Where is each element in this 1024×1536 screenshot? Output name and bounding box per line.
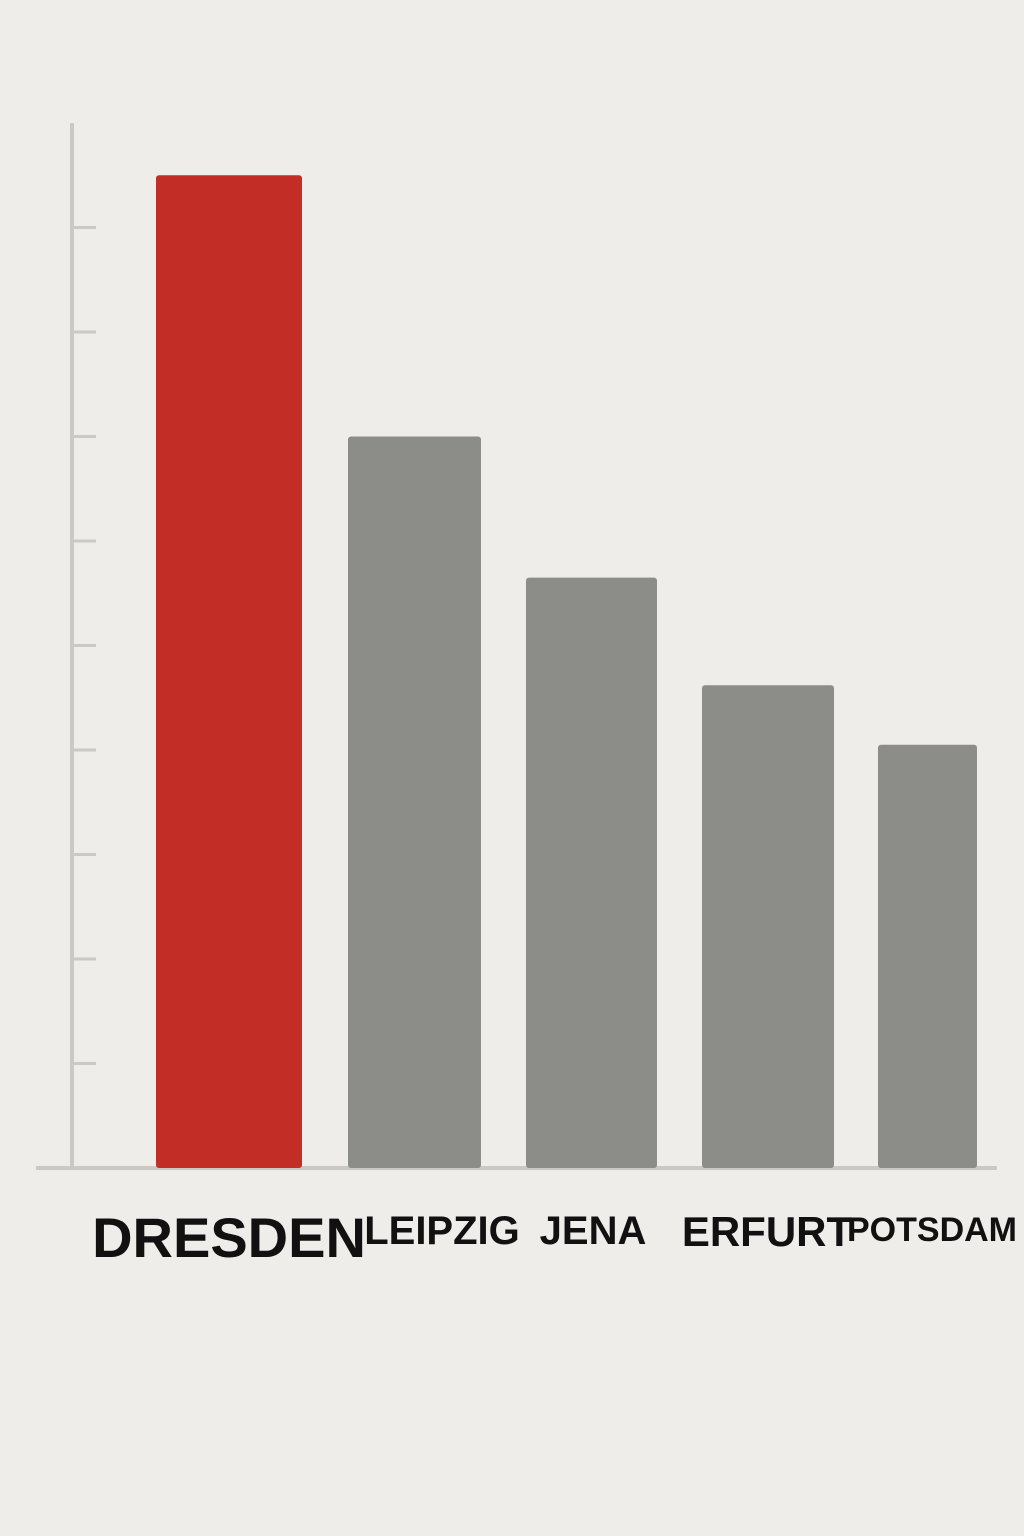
category-label-dresden: DRESDEN — [92, 1206, 366, 1269]
category-label-potsdam: POTSDAM — [847, 1211, 1017, 1249]
category-label-erfurt: ERFURT — [682, 1208, 853, 1255]
category-label-jena: JENA — [540, 1209, 647, 1253]
bar-leipzig — [348, 436, 481, 1168]
bar-erfurt — [702, 685, 834, 1168]
bar-potsdam — [878, 744, 977, 1168]
bars — [156, 175, 977, 1168]
category-label-leipzig: LEIPZIG — [364, 1209, 520, 1253]
bar-dresden — [156, 175, 302, 1168]
y-axis-ticks — [72, 226, 96, 1065]
bar-jena — [526, 577, 657, 1168]
